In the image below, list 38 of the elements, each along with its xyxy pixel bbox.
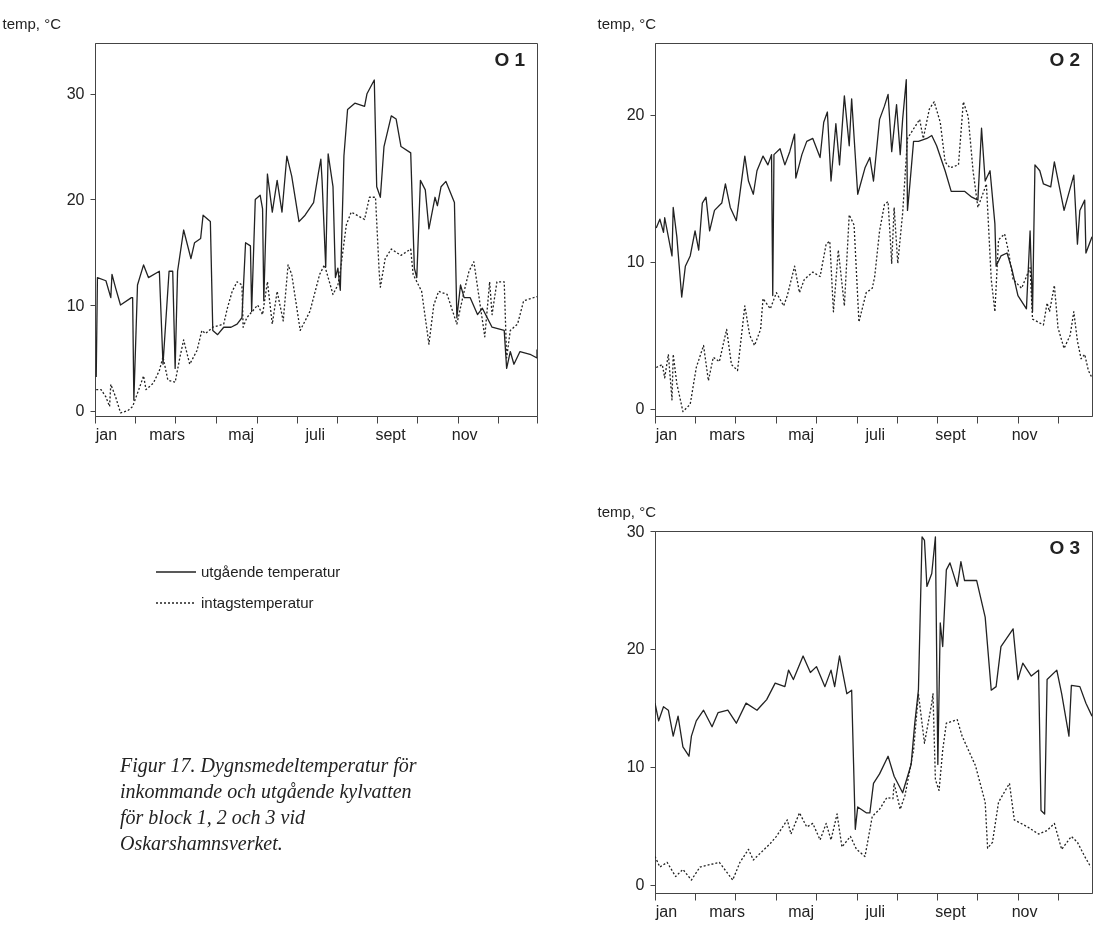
legend-label: utgående temperatur [201, 563, 341, 580]
x-tick-label: nov [1011, 902, 1038, 920]
x-tick-label: nov [1011, 425, 1038, 443]
x-tick-label: jan [94, 425, 118, 443]
legend-label: intagstemperatur [201, 594, 314, 611]
x-tick-label: sept [935, 902, 967, 920]
y-axis-title: temp, °C [2, 14, 62, 32]
y-tick-label: 20 [626, 640, 645, 658]
x-tick-label: mars [709, 902, 745, 920]
x-tick-label: sept [935, 425, 967, 443]
y-tick-label: 0 [75, 402, 85, 420]
x-tick-label: juli [304, 425, 326, 443]
y-tick-label: 10 [626, 253, 645, 271]
x-tick-label: maj [228, 425, 255, 443]
x-tick-label: juli [864, 902, 885, 920]
x-tick-label: nov [451, 425, 478, 443]
y-tick-label: 20 [626, 106, 645, 124]
x-tick-label: mars [709, 425, 745, 443]
y-tick-label: 30 [66, 85, 85, 103]
x-tick-label: juli [864, 425, 885, 443]
y-tick-label: 20 [66, 190, 85, 208]
x-tick-label: maj [788, 902, 815, 920]
y-tick-label: 10 [626, 758, 645, 776]
y-tick-label: 30 [626, 522, 645, 540]
x-tick-label: mars [149, 425, 185, 443]
x-tick-label: jan [654, 425, 678, 443]
y-tick-label: 0 [635, 400, 645, 418]
text: Figur 17. Dygnsmedeltemperatur för inkommande och utgående kylvatten för block 1, 2 och 3 vid Oskarshamnsverket. [120, 753, 418, 856]
chart-title: O 3 [1049, 537, 1080, 558]
y-axis-title: temp, °C [597, 14, 657, 32]
x-tick-label: sept [375, 425, 407, 443]
y-axis-title: temp, °C [597, 502, 657, 520]
chart-title: O 1 [494, 49, 526, 70]
x-tick-label: jan [654, 902, 678, 920]
y-tick-label: 0 [635, 876, 645, 894]
y-tick-label: 10 [66, 296, 85, 314]
chart-title: O 2 [1049, 49, 1080, 70]
x-tick-label: maj [788, 425, 815, 443]
